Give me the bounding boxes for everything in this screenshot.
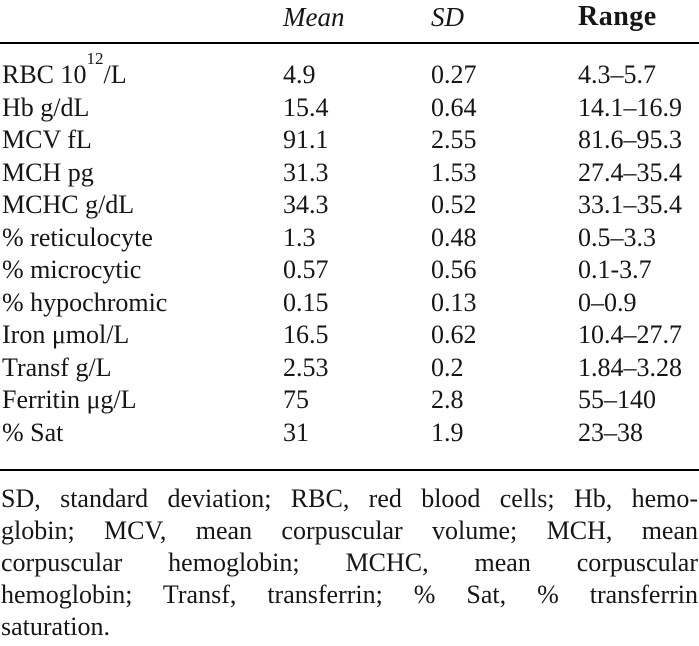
mean-value: 15.4 bbox=[283, 92, 329, 122]
row-label-text: RBC 10 bbox=[2, 60, 87, 89]
footnote-line: hemoglobin; Transf, transferrin; % Sat, … bbox=[1, 580, 698, 609]
mean-value: 0.15 bbox=[283, 287, 329, 317]
sd-value: 2.55 bbox=[431, 125, 477, 154]
range-value: 27.4–35.4 bbox=[578, 157, 682, 187]
header-sd: SD bbox=[431, 0, 578, 44]
row-label: % hypochromic bbox=[2, 287, 168, 317]
superscript-exponent: 12 bbox=[86, 49, 104, 68]
mean-value: 31.3 bbox=[283, 157, 329, 187]
row-label: RBC 1012/L bbox=[0, 43, 283, 92]
mean-value: 1.3 bbox=[283, 222, 316, 252]
sd-value: 1.53 bbox=[431, 157, 477, 187]
sd-value: 2.8 bbox=[431, 385, 464, 414]
table-row: % hypochromic 0.15 0.13 0–0.9 bbox=[0, 287, 699, 320]
sd-value: 0.56 bbox=[431, 255, 477, 284]
header-parameter bbox=[0, 0, 283, 44]
table-row: Iron μmol/L 16.5 0.62 10.4–27.7 bbox=[0, 319, 699, 352]
header-row: Mean SD Range bbox=[0, 0, 699, 44]
mean-value: 2.53 bbox=[283, 352, 329, 382]
row-label: MCHC g/dL bbox=[2, 190, 135, 219]
header-mean: Mean bbox=[283, 0, 431, 44]
range-value: 23–38 bbox=[578, 417, 643, 447]
table-row: % Sat 31 1.9 23–38 bbox=[0, 417, 699, 450]
row-label-unit: /L bbox=[103, 60, 127, 89]
range-value: 1.84–3.28 bbox=[578, 352, 682, 382]
sd-value: 1.9 bbox=[431, 417, 464, 447]
table-row: Transf g/L 2.53 0.2 1.84–3.28 bbox=[0, 352, 699, 385]
footnote: SD, standard deviation; RBC, red blood c… bbox=[0, 483, 699, 643]
row-label: MCH pg bbox=[2, 157, 94, 187]
footnote-line: SD, standard deviation; RBC, red blood c… bbox=[1, 484, 698, 513]
hematology-reference-table: Mean SD Range RBC 1012/L 4.9 0.27 4.3–5.… bbox=[0, 0, 699, 450]
table-row: MCV fL 91.1 2.55 81.6–95.3 bbox=[0, 124, 699, 157]
mean-value: 75 bbox=[283, 385, 309, 414]
footnote-line: corpuscular hemoglobin; MCHC, mean corpu… bbox=[1, 548, 698, 577]
range-value: 14.1–16.9 bbox=[578, 92, 682, 122]
table-row: Ferritin μg/L 75 2.8 55–140 bbox=[0, 384, 699, 417]
mean-value: 4.9 bbox=[283, 60, 316, 89]
row-label: MCV fL bbox=[2, 125, 92, 154]
range-value: 10.4–27.7 bbox=[578, 320, 682, 349]
table-row: % reticulocyte 1.3 0.48 0.5–3.3 bbox=[0, 222, 699, 255]
row-label: % microcytic bbox=[2, 255, 142, 284]
row-label: % reticulocyte bbox=[2, 222, 153, 252]
row-label: Iron μmol/L bbox=[2, 320, 130, 349]
footnote-line: saturation. bbox=[1, 612, 111, 641]
footnote-rule bbox=[0, 469, 699, 471]
range-value: 0–0.9 bbox=[578, 287, 637, 317]
sd-value: 0.27 bbox=[431, 60, 477, 89]
mean-value: 0.57 bbox=[283, 255, 329, 284]
row-label: Ferritin μg/L bbox=[2, 385, 137, 414]
footnote-line: globin; MCV, mean corpuscular volume; MC… bbox=[1, 516, 698, 545]
mean-value: 91.1 bbox=[283, 125, 329, 154]
range-value: 4.3–5.7 bbox=[578, 60, 656, 89]
sd-value: 0.48 bbox=[431, 222, 477, 252]
table-row: RBC 1012/L 4.9 0.27 4.3–5.7 bbox=[0, 43, 699, 92]
table-row: % microcytic 0.57 0.56 0.1-3.7 bbox=[0, 254, 699, 287]
range-value: 55–140 bbox=[578, 385, 656, 414]
range-value: 81.6–95.3 bbox=[578, 125, 682, 154]
mean-value: 16.5 bbox=[283, 320, 329, 349]
sd-value: 0.13 bbox=[431, 287, 477, 317]
table-row: MCH pg 31.3 1.53 27.4–35.4 bbox=[0, 157, 699, 190]
row-label: % Sat bbox=[2, 417, 64, 447]
table-row: MCHC g/dL 34.3 0.52 33.1–35.4 bbox=[0, 189, 699, 222]
sd-value: 0.52 bbox=[431, 190, 477, 219]
range-value: 0.1-3.7 bbox=[578, 255, 652, 284]
row-label: Transf g/L bbox=[2, 352, 112, 382]
mean-value: 34.3 bbox=[283, 190, 329, 219]
table-row: Hb g/dL 15.4 0.64 14.1–16.9 bbox=[0, 92, 699, 125]
sd-value: 0.62 bbox=[431, 320, 477, 349]
range-value: 0.5–3.3 bbox=[578, 222, 656, 252]
row-label: Hb g/dL bbox=[2, 92, 90, 122]
range-value: 33.1–35.4 bbox=[578, 190, 682, 219]
mean-value: 31 bbox=[283, 417, 309, 447]
sd-value: 0.2 bbox=[431, 352, 464, 382]
sd-value: 0.64 bbox=[431, 92, 477, 122]
header-range: Range bbox=[578, 0, 699, 44]
